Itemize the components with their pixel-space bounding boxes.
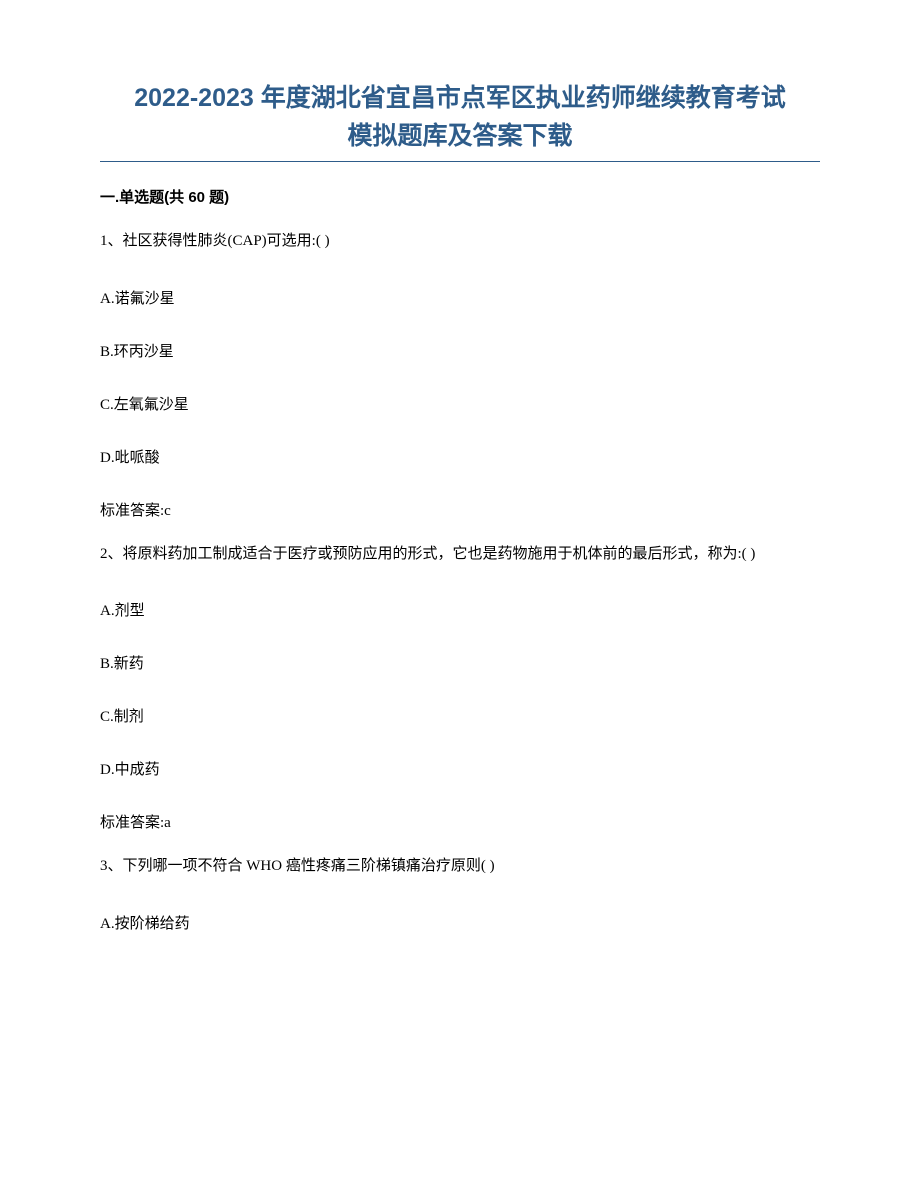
option-c: C.左氧氟沙星 [100, 393, 820, 414]
document-title: 2022-2023 年度湖北省宜昌市点军区执业药师继续教育考试 模拟题库及答案下… [100, 80, 820, 162]
option-b: B.环丙沙星 [100, 340, 820, 361]
option-d: D.吡哌酸 [100, 446, 820, 467]
section-label: 一.单选题(共 60 题) [100, 186, 820, 207]
question-stem: 3、下列哪一项不符合 WHO 癌性疼痛三阶梯镇痛治疗原则( ) [100, 854, 820, 880]
question-stem: 2、将原料药加工制成适合于医疗或预防应用的形式，它也是药物施用于机体前的最后形式… [100, 542, 820, 568]
question-1: 1、社区获得性肺炎(CAP)可选用:( ) A.诺氟沙星 B.环丙沙星 C.左氧… [100, 229, 820, 520]
title-line-2: 模拟题库及答案下载 [347, 122, 572, 150]
question-2: 2、将原料药加工制成适合于医疗或预防应用的形式，它也是药物施用于机体前的最后形式… [100, 542, 820, 833]
answer-label: 标准答案:c [100, 499, 820, 520]
option-a: A.诺氟沙星 [100, 287, 820, 308]
question-stem: 1、社区获得性肺炎(CAP)可选用:( ) [100, 229, 820, 255]
option-a: A.剂型 [100, 599, 820, 620]
question-3: 3、下列哪一项不符合 WHO 癌性疼痛三阶梯镇痛治疗原则( ) A.按阶梯给药 [100, 854, 820, 933]
option-c: C.制剂 [100, 705, 820, 726]
answer-label: 标准答案:a [100, 811, 820, 832]
option-a: A.按阶梯给药 [100, 912, 820, 933]
option-d: D.中成药 [100, 758, 820, 779]
option-b: B.新药 [100, 652, 820, 673]
title-line-1: 2022-2023 年度湖北省宜昌市点军区执业药师继续教育考试 [134, 84, 786, 112]
